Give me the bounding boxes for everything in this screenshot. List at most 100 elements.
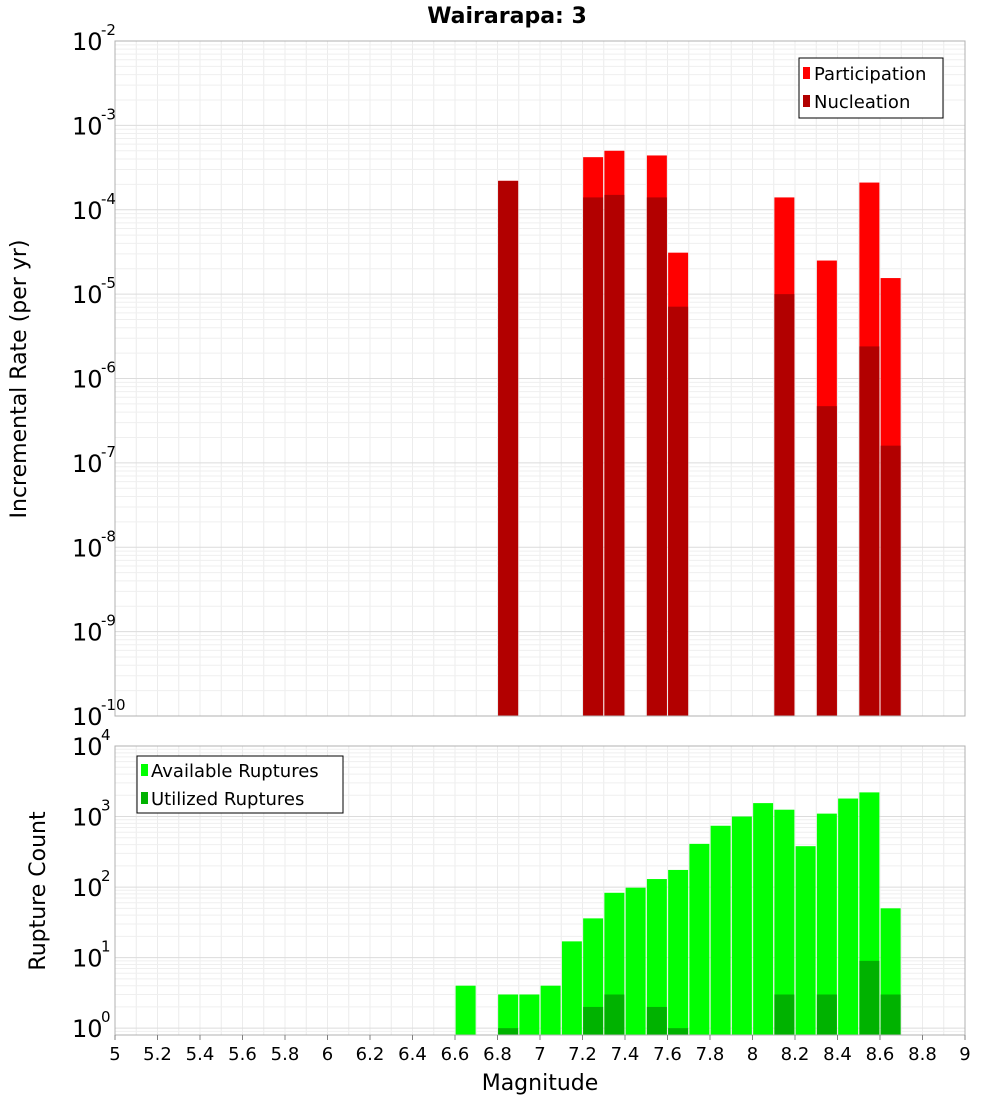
bottom-bar-available-ruptures: [583, 918, 604, 1035]
bottom-bar-available-ruptures: [816, 813, 837, 1035]
bottom-bar-available-ruptures: [774, 809, 795, 1035]
top-bar-nucleation: [668, 306, 689, 716]
x-tick-label: 8: [747, 1044, 758, 1065]
top-y-tick-base: 10: [72, 619, 103, 647]
bottom-bar-available-ruptures: [540, 985, 561, 1035]
bottom-y-tick-base: 10: [72, 874, 103, 902]
bottom-bar-utilized-ruptures: [604, 994, 625, 1035]
legend-swatch-available: [141, 764, 148, 776]
x-ticks: 5 5.2 5.4 5.6 5.8 6 6.2 6.4 6.6 6.8 7 7.2 7.4 7.6 7.8 8…: [109, 1035, 971, 1065]
top-y-tick-exp: -3: [101, 105, 116, 123]
x-tick-label: 8.4: [823, 1044, 852, 1065]
bottom-bar-utilized-ruptures: [859, 960, 880, 1035]
x-tick-label: 8.2: [781, 1044, 810, 1065]
legend-label-participation: Participation: [814, 64, 926, 85]
bottom-bar-available-ruptures: [838, 798, 859, 1035]
legend-swatch-nucleation: [803, 95, 810, 107]
legend-swatch-utilized: [141, 792, 148, 804]
bottom-bar-utilized-ruptures: [646, 1006, 667, 1035]
bottom-y-axis-label: Rupture Count: [26, 811, 51, 971]
bottom-bar-utilized-ruptures: [498, 1028, 519, 1035]
top-y-tick-exp: -5: [101, 274, 116, 292]
top-y-tick-label: 10-8: [72, 527, 116, 562]
top-bar-nucleation: [774, 294, 795, 716]
x-tick-label: 8.8: [908, 1044, 937, 1065]
top-y-tick-exp: -9: [101, 612, 116, 630]
x-tick-label: 6.6: [441, 1044, 470, 1065]
bottom-legend-box: [136, 755, 344, 814]
top-y-tick-base: 10: [72, 534, 103, 562]
bottom-y-tick-label: 104: [72, 726, 111, 761]
top-y-tick-base: 10: [72, 450, 103, 478]
bottom-y-tick-label: 101: [72, 938, 111, 973]
legend-label-nucleation: Nucleation: [814, 92, 910, 113]
chart-title: Wairarapa: 3: [427, 4, 587, 29]
top-y-tick-label: 10-4: [72, 190, 116, 225]
top-y-tick-base: 10: [72, 197, 103, 225]
x-axis-label: Magnitude: [482, 1071, 599, 1096]
top-gridlines: [114, 41, 966, 717]
top-y-tick-exp: -6: [101, 359, 116, 377]
bottom-bar-available-ruptures: [668, 869, 689, 1035]
top-y-tick-exp: -7: [101, 443, 116, 461]
legend-label-available: Available Ruptures: [151, 761, 319, 782]
x-tick-label: 7.6: [653, 1044, 682, 1065]
bottom-bars: [455, 792, 901, 1035]
bottom-bar-available-ruptures: [498, 994, 519, 1035]
x-tick-label: 5.8: [271, 1044, 300, 1065]
top-y-tick-exp: -8: [101, 527, 116, 545]
legend-label-utilized: Utilized Ruptures: [151, 789, 304, 810]
top-y-axis-label: Incremental Rate (per yr): [7, 240, 32, 519]
top-y-tick-label: 10-10: [72, 696, 126, 731]
top-y-tick-label: 10-6: [72, 359, 116, 394]
x-tick-label: 5.6: [228, 1044, 257, 1065]
x-tick-label: 7.2: [568, 1044, 597, 1065]
bottom-y-tick-base: 10: [72, 945, 103, 973]
top-y-tick-base: 10: [72, 281, 103, 309]
top-y-tick-exp: -4: [101, 190, 116, 208]
bottom-bar-available-ruptures: [731, 816, 752, 1035]
bottom-bar-available-ruptures: [561, 941, 582, 1035]
bottom-y-tick-base: 10: [72, 733, 103, 761]
top-bar-nucleation: [583, 197, 604, 717]
x-tick-label: 7.4: [611, 1044, 640, 1065]
x-tick-label: 7: [534, 1044, 545, 1065]
bottom-y-tick-exp: 3: [101, 797, 111, 815]
bottom-y-tick-base: 10: [72, 1015, 103, 1043]
bottom-bar-available-ruptures: [689, 843, 710, 1035]
bottom-y-tick-exp: 1: [101, 938, 111, 956]
bottom-y-tick-label: 103: [72, 797, 111, 832]
x-tick-label: 6.8: [483, 1044, 512, 1065]
bottom-bar-available-ruptures: [710, 825, 731, 1035]
top-bar-nucleation: [880, 445, 901, 716]
bottom-y-tick-label: 100: [72, 1008, 111, 1043]
top-plot-border: [114, 40, 966, 717]
bottom-bar-utilized-ruptures: [668, 1028, 689, 1035]
top-bar-nucleation: [604, 194, 625, 716]
top-y-tick-label: 10-7: [72, 443, 116, 478]
top-y-tick-base: 10: [72, 28, 103, 56]
top-y-tick-exp: -10: [101, 696, 126, 714]
bottom-bar-utilized-ruptures: [816, 994, 837, 1035]
bottom-bar-utilized-ruptures: [880, 994, 901, 1035]
bottom-y-tick-exp: 4: [101, 726, 111, 744]
x-tick-label: 6.4: [398, 1044, 427, 1065]
x-tick-label: 6.2: [356, 1044, 385, 1065]
top-y-tick-label: 10-3: [72, 105, 116, 140]
top-bar-nucleation: [816, 406, 837, 716]
x-tick-label: 7.8: [696, 1044, 725, 1065]
top-bar-nucleation: [859, 346, 880, 716]
bottom-y-tick-label: 102: [72, 867, 111, 902]
x-tick-label: 6: [322, 1044, 333, 1065]
top-legend: Participation Nucleation: [798, 57, 944, 119]
bottom-bar-available-ruptures: [795, 846, 816, 1035]
top-y-tick-exp: -2: [101, 21, 116, 39]
x-tick-label: 5.2: [143, 1044, 172, 1065]
top-bar-nucleation: [646, 197, 667, 717]
top-y-tick-base: 10: [72, 703, 103, 731]
bottom-y-tick-exp: 0: [101, 1008, 111, 1026]
